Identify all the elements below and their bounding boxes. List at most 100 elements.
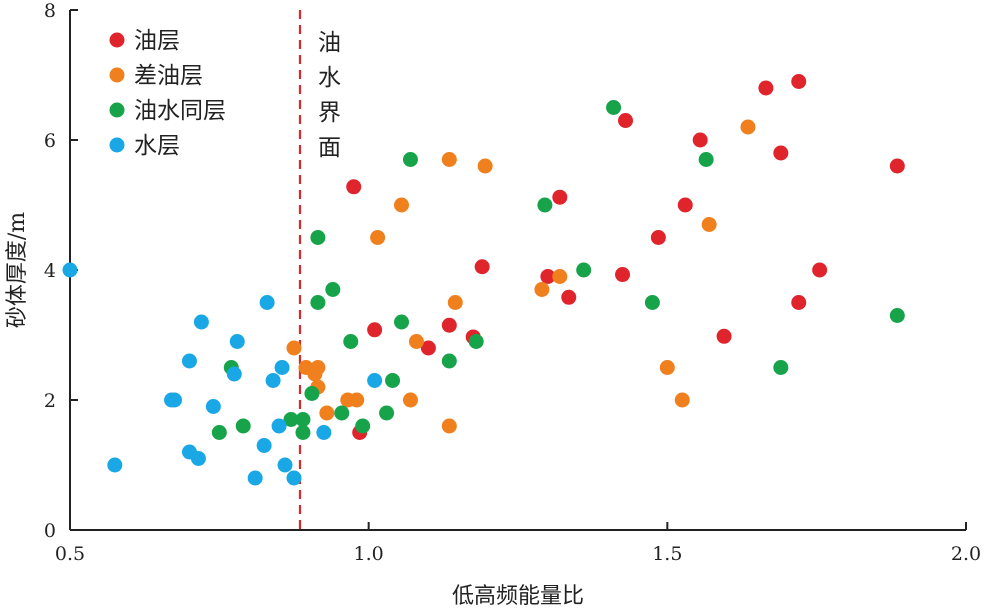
data-point [343,334,359,349]
data-point [277,457,293,473]
data-point [659,360,675,375]
data-point [773,360,789,375]
data-point [319,405,335,421]
legend-label: 油水同层 [134,98,226,124]
data-points [62,74,905,486]
data-point [441,317,457,333]
axes [69,10,966,531]
legend-label: 水层 [134,133,180,159]
data-point [355,418,371,434]
data-point [650,230,666,245]
data-point [889,308,905,323]
y-tick-label: 6 [44,130,56,152]
data-point [295,425,311,440]
data-point [271,418,287,434]
data-point [618,113,634,128]
data-point [367,322,383,338]
data-point [677,197,693,213]
data-point [235,418,251,434]
data-point [286,340,302,356]
legend-marker [109,32,125,48]
data-point [537,197,553,213]
data-point [552,269,568,284]
legend-label: 油层 [134,28,180,54]
data-point [283,412,299,427]
data-point [812,262,828,278]
data-point [674,392,690,408]
data-point [441,418,457,434]
data-point [441,152,457,167]
data-point [394,197,410,213]
y-tick-label: 0 [44,520,56,542]
data-point [226,366,242,382]
data-point [205,399,221,414]
data-point [190,451,206,466]
data-point [692,132,708,148]
data-point [394,314,410,330]
data-point [606,100,622,115]
boundary-annotation-char: 面 [318,135,341,161]
x-tick-label: 1.5 [652,543,682,565]
data-point [561,289,577,305]
data-point [346,179,362,195]
data-point [265,373,281,388]
data-point [408,334,424,349]
data-point [304,386,320,401]
data-point [477,158,493,174]
y-tick-label: 8 [44,0,56,22]
x-tick-label: 2.0 [951,543,981,565]
legend-marker [109,137,125,153]
data-point [576,262,592,278]
y-tick-label: 2 [44,390,56,412]
data-point [310,230,326,245]
x-tick-label: 1.0 [354,543,384,565]
data-point [274,360,290,375]
data-point [791,74,807,89]
data-point [447,295,463,310]
data-point [379,405,395,421]
y-ticks: 0 2 4 6 8 [44,0,78,542]
data-point [325,282,341,297]
data-point [62,262,78,278]
data-point [474,259,490,275]
data-point [758,80,774,96]
data-point [644,295,660,310]
data-point [370,230,386,245]
data-point [889,158,905,174]
data-point [716,328,732,344]
data-point [286,470,302,486]
x-ticks: 0.5 1.0 1.5 2.0 [55,522,981,565]
legend-label: 差油层 [134,63,203,89]
data-point [310,295,326,310]
data-point [441,353,457,369]
data-point [534,282,550,297]
data-point [468,334,484,349]
data-point [385,373,401,388]
data-point [420,340,436,356]
boundary-annotation-char: 界 [318,100,341,126]
data-point [540,269,556,284]
y-tick-label: 4 [44,260,56,282]
data-point [259,295,275,310]
data-point [791,295,807,310]
data-point [256,438,272,453]
data-point [310,360,326,375]
data-point [316,425,332,440]
y-axis-title: 砂体厚度/m [5,212,30,328]
x-tick-label: 0.5 [55,543,85,565]
data-point [181,353,197,369]
data-point [334,405,350,421]
data-point [698,152,714,167]
data-point [167,392,183,408]
data-point [295,412,311,427]
boundary-annotation-char: 油 [318,30,341,56]
data-point [402,152,418,167]
data-point [107,457,123,473]
data-point [402,392,418,408]
data-point [193,314,209,330]
data-point [211,425,227,440]
data-point [552,189,568,205]
